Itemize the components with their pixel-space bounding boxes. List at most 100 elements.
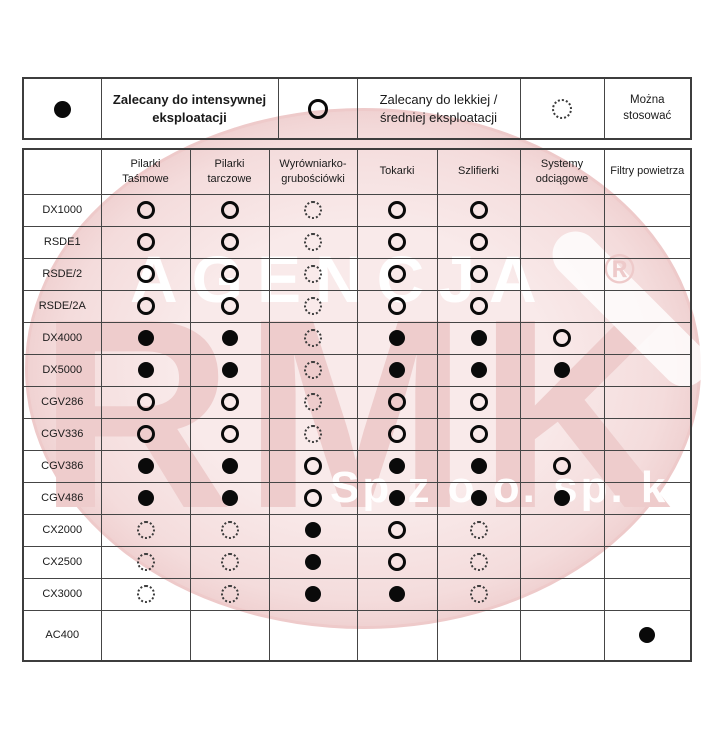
model-label: CGV386 [22,449,102,483]
open-circle-icon [388,424,406,443]
dotted-circle-icon [304,360,322,379]
filled-circle-icon [53,100,71,118]
symbol-cell [356,257,438,291]
symbol-cell [189,321,270,355]
empty-cell [519,609,605,662]
open-circle-icon [136,296,155,315]
column-header: Pilarki tarczowe [189,148,270,195]
open-circle-icon [304,488,322,507]
table-row: CX3000 [22,577,692,611]
model-label: DX5000 [22,353,102,387]
model-label: CX2000 [22,513,102,547]
symbol-cell [268,449,358,483]
open-circle-icon [388,200,406,219]
table-row: CX2000 [22,513,692,547]
model-label: CX3000 [22,577,102,611]
symbol-cell [356,481,438,515]
open-circle-icon [136,424,155,443]
open-circle-icon [307,98,328,119]
symbol-cell [356,353,438,387]
table-row: DX4000 [22,321,692,355]
empty-cell [436,609,521,662]
open-circle-icon [220,264,239,283]
legend-symbol-cell [22,77,102,140]
symbol-cell [189,193,270,227]
column-header: Systemy odciągowe [519,148,605,195]
symbol-cell [356,449,438,483]
filled-circle-icon [305,585,321,602]
model-label: CGV336 [22,417,102,451]
legend-row: Zalecany do intensywnej eksploatacji Zale… [22,77,692,140]
filled-circle-icon [221,329,238,346]
symbol-cell [436,577,521,611]
symbol-cell [268,289,358,323]
column-header: Wyrówniarko- grubościówki [268,148,358,195]
empty-cell [603,257,692,291]
empty-cell [603,449,692,483]
symbol-cell [268,321,358,355]
filled-circle-icon [470,457,487,474]
symbol-cell [189,449,270,483]
legend-label: Zalecany do intensywnej eksploatacji [100,77,279,140]
filled-circle-icon [389,329,405,346]
open-circle-icon [136,392,155,411]
empty-cell [603,545,692,579]
filled-circle-icon [221,489,238,506]
symbol-cell [100,577,191,611]
dotted-circle-icon [304,392,322,411]
open-circle-icon [388,264,406,283]
table-row: RSDE1 [22,225,692,259]
column-header: Szlifierki [436,148,521,195]
symbol-cell [268,193,358,227]
dotted-circle-icon [469,520,488,539]
model-label: RSDE/2 [22,257,102,291]
symbol-cell [189,289,270,323]
dotted-circle-icon [304,232,322,251]
symbol-cell [519,481,605,515]
filled-circle-icon [389,585,405,602]
symbol-cell [189,545,270,579]
column-header: Tokarki [356,148,438,195]
dotted-circle-icon [552,98,572,119]
symbol-cell [356,193,438,227]
table-row: DX5000 [22,353,692,387]
dotted-circle-icon [469,552,488,571]
symbol-cell [356,385,438,419]
empty-cell [519,577,605,611]
symbol-cell [100,289,191,323]
empty-cell [603,193,692,227]
open-circle-icon [220,200,239,219]
legend-label: Zalecany do lekkiej / średniej eksploata… [356,77,521,140]
open-circle-icon [136,264,155,283]
filled-circle-icon [554,489,570,506]
open-circle-icon [388,392,406,411]
filled-circle-icon [137,361,154,378]
model-label: DX1000 [22,193,102,227]
open-circle-icon [553,328,571,347]
symbol-cell [356,545,438,579]
symbol-cell [268,481,358,515]
symbol-cell [519,321,605,355]
open-circle-icon [220,296,239,315]
filled-circle-icon [305,521,321,538]
table-row: AC400 [22,609,692,662]
column-header: Pilarki Taśmowe [100,148,191,195]
model-label: AC400 [22,609,102,662]
filled-circle-icon [221,457,238,474]
filled-circle-icon [137,489,154,506]
empty-cell [603,225,692,259]
symbol-cell [436,417,521,451]
symbol-cell [100,513,191,547]
compatibility-table: Pilarki Taśmowe Pilarki tarczowe Wyrówniar… [22,148,692,662]
empty-cell [603,289,692,323]
symbol-cell [436,225,521,259]
symbol-cell [268,225,358,259]
open-circle-icon [388,520,406,539]
symbol-cell [356,225,438,259]
symbol-cell [436,289,521,323]
symbol-cell [268,417,358,451]
model-column-header [22,148,102,195]
legend-label: Można stosować [603,77,692,140]
open-circle-icon [469,264,488,283]
filled-circle-icon [389,457,405,474]
